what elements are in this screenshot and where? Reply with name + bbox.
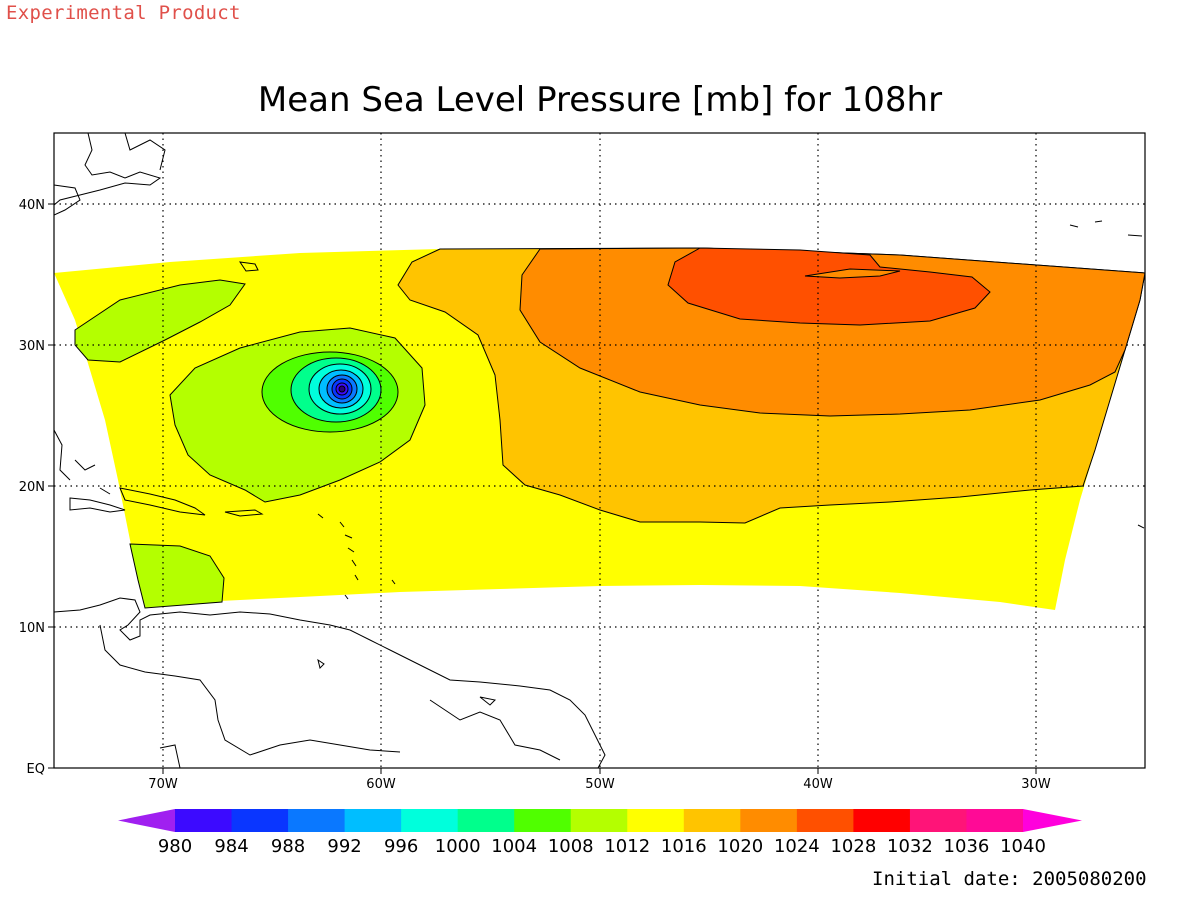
colorbar-label: 1012 bbox=[604, 836, 650, 857]
lat-label-20n: 20N bbox=[19, 480, 45, 495]
hurricane-low bbox=[261, 351, 399, 433]
colorbar-swatch bbox=[853, 809, 911, 832]
lon-label-60w: 60W bbox=[366, 777, 396, 792]
colorbar-label: 980 bbox=[158, 836, 192, 857]
colorbar-swatch bbox=[175, 809, 233, 832]
colorbar-swatch bbox=[683, 809, 741, 832]
pressure-region-1008-1012-west bbox=[74, 279, 246, 363]
lon-label-50w: 50W bbox=[585, 777, 615, 792]
colorbar-swatch bbox=[627, 809, 685, 832]
colorbar-label: 988 bbox=[271, 836, 305, 857]
colorbar-swatch bbox=[457, 809, 515, 832]
graticule bbox=[54, 133, 1145, 768]
colorbar-label: 1000 bbox=[435, 836, 481, 857]
colorbar-arrow-high bbox=[1023, 809, 1082, 832]
lon-label-70w: 70W bbox=[148, 777, 178, 792]
colorbar-label: 1028 bbox=[830, 836, 876, 857]
colorbar-label: 1032 bbox=[887, 836, 933, 857]
colorbar-label: 1016 bbox=[661, 836, 707, 857]
colorbar-label: 1008 bbox=[548, 836, 594, 857]
colorbar-label: 1020 bbox=[717, 836, 763, 857]
lon-label-40w: 40W bbox=[803, 777, 833, 792]
colorbar-swatch bbox=[909, 809, 967, 832]
lat-label-30n: 30N bbox=[19, 339, 45, 354]
colorbar-swatch bbox=[966, 809, 1024, 832]
colorbar-swatch bbox=[570, 809, 628, 832]
lat-label-eq: EQ bbox=[27, 762, 45, 777]
pressure-region-1024-1028 bbox=[667, 247, 991, 326]
lat-label-40n: 40N bbox=[19, 198, 45, 213]
colorbar-swatch bbox=[740, 809, 798, 832]
colorbar-label: 984 bbox=[214, 836, 248, 857]
colorbar-label: 1036 bbox=[944, 836, 990, 857]
initial-date-label: Initial date: 2005080200 bbox=[872, 868, 1147, 890]
colorbar-swatch bbox=[401, 809, 459, 832]
colorbar-arrow-low bbox=[118, 809, 175, 832]
colorbar-label: 996 bbox=[384, 836, 418, 857]
colorbar-label: 1024 bbox=[774, 836, 820, 857]
colorbar-swatch bbox=[796, 809, 854, 832]
colorbar-label: 1040 bbox=[1000, 836, 1046, 857]
map-title: Mean Sea Level Pressure [mb] for 108hr bbox=[257, 80, 943, 120]
colorbar-swatch bbox=[288, 809, 346, 832]
coastlines bbox=[54, 133, 1145, 768]
colorbar-label: 992 bbox=[327, 836, 361, 857]
colorbar-swatch bbox=[231, 809, 289, 832]
colorbar-label: 1004 bbox=[491, 836, 537, 857]
axis-ticks bbox=[48, 203, 1037, 774]
lon-label-30w: 30W bbox=[1021, 777, 1051, 792]
pressure-region-1008-1012-south bbox=[129, 543, 225, 609]
colorbar: 980 984 988 992 996 1000 1004 1008 1012 1016 1020 1… bbox=[118, 809, 1082, 857]
colorbar-swatch bbox=[514, 809, 572, 832]
experimental-product-label: Experimental Product bbox=[6, 2, 241, 24]
lat-label-10n: 10N bbox=[19, 621, 45, 636]
colorbar-swatch bbox=[344, 809, 402, 832]
